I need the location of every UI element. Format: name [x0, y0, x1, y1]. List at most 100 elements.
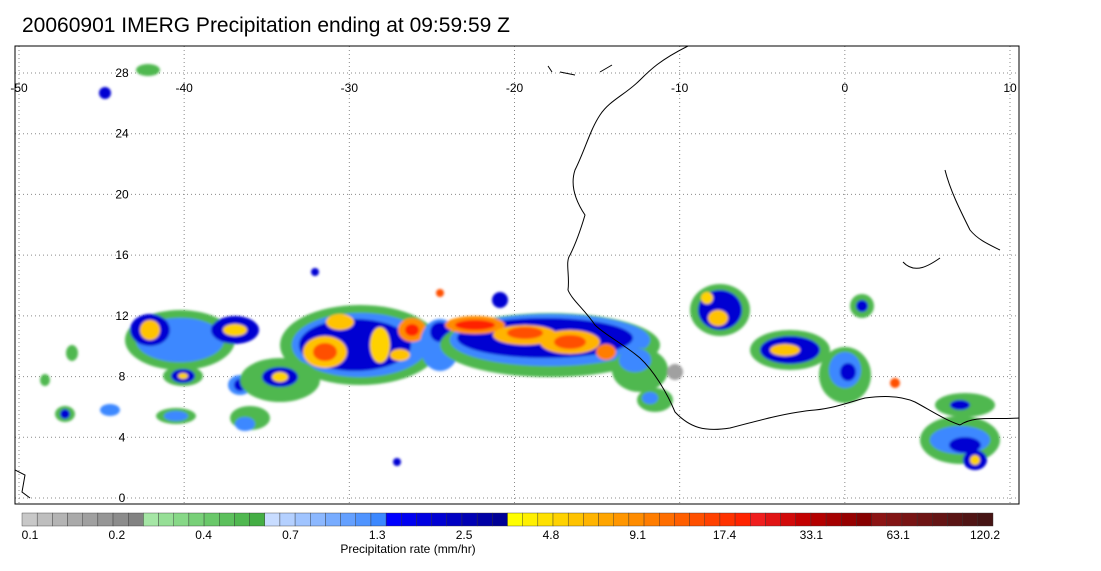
colorbar-swatch	[583, 512, 599, 527]
colorbar-swatch	[765, 512, 781, 527]
longitude-tick-label: -30	[341, 81, 359, 95]
colorbar-swatch	[598, 512, 614, 527]
colorbar-swatch	[219, 512, 235, 527]
longitude-tick-label: 0	[841, 81, 848, 95]
colorbar-swatch	[841, 512, 857, 527]
colorbar-swatch	[977, 512, 994, 527]
latitude-tick-label: 12	[115, 309, 129, 323]
colorbar-swatch	[294, 512, 311, 527]
colorbar-tick-label: 9.1	[629, 528, 647, 542]
colorbar-swatch	[704, 512, 721, 527]
colorbar-swatch	[446, 512, 463, 527]
colorbar-swatch	[567, 512, 584, 527]
colorbar-swatch	[385, 512, 402, 527]
colorbar-swatch	[871, 512, 887, 527]
colorbar-swatch	[128, 512, 144, 527]
colorbar-swatch	[431, 512, 448, 527]
colorbar-swatch	[67, 512, 83, 527]
latitude-tick-label: 16	[115, 248, 129, 262]
colorbar-swatch	[401, 512, 417, 527]
longitude-labels: -50 -40 -30 -20 -10 0 10	[10, 81, 1017, 95]
latitude-tick-label: 0	[119, 491, 126, 505]
latitude-tick-label: 4	[119, 430, 126, 444]
colorbar-tick-label: 0.4	[195, 528, 212, 542]
colorbar-swatch	[310, 512, 326, 527]
colorbar-swatch	[82, 512, 99, 527]
colorbar-swatch	[825, 512, 842, 527]
coastline	[15, 46, 1019, 499]
colorbar-swatch	[962, 512, 979, 527]
colorbar-swatch	[173, 512, 190, 527]
map-frame	[14, 45, 1020, 505]
colorbar-swatch	[734, 512, 751, 527]
colorbar-swatch	[492, 512, 508, 527]
longitude-tick-label: -20	[506, 81, 524, 95]
latitude-labels: 0 4 8 12 16 20 24 28	[115, 66, 129, 505]
rain-system-west	[55, 310, 270, 431]
colorbar-swatch	[916, 512, 933, 527]
colorbar-swatch	[416, 512, 432, 527]
colorbar-tick-label: 2.5	[455, 528, 473, 542]
colorbar-swatch	[810, 512, 827, 527]
map-title: 20060901 IMERG Precipitation ending at 0…	[22, 14, 510, 37]
colorbar-swatch	[522, 512, 539, 527]
colorbar-tick-label: 4.8	[542, 528, 560, 542]
colorbar-swatch	[112, 512, 129, 527]
colorbar-swatch	[325, 512, 341, 527]
colorbar-tick-label: 0.2	[108, 528, 126, 542]
colorbar-swatch	[750, 512, 766, 527]
colorbar-swatch	[537, 512, 554, 527]
colorbar-swatch	[279, 512, 296, 527]
latitude-tick-label: 28	[115, 66, 129, 80]
colorbar-swatch	[203, 512, 220, 527]
latitude-tick-label: 24	[115, 127, 129, 141]
colorbar-swatch	[659, 512, 675, 527]
colorbar-swatch	[355, 512, 372, 527]
longitude-tick-label: -10	[671, 81, 689, 95]
map-plot-area	[15, 46, 1019, 504]
colorbar-tick-label: 1.3	[368, 528, 386, 542]
colorbar-swatch	[143, 512, 159, 527]
rain-system-central	[240, 305, 460, 402]
rain-system-east-band	[440, 313, 683, 412]
colorbar-swatch	[36, 512, 53, 527]
colorbar	[21, 512, 994, 527]
colorbar-swatch	[613, 512, 630, 527]
colorbar-swatch	[643, 512, 660, 527]
colorbar-swatch	[689, 512, 705, 527]
colorbar-swatch	[780, 512, 796, 527]
colorbar-swatch	[947, 512, 963, 527]
colorbar-swatch	[719, 512, 736, 527]
colorbar-swatch	[97, 512, 114, 527]
colorbar-swatch	[552, 512, 569, 527]
colorbar-tick-label: 63.1	[886, 528, 910, 542]
longitude-tick-label: -40	[175, 81, 193, 95]
rain-scattered-cells	[40, 64, 508, 466]
colorbar-swatch	[461, 512, 478, 527]
colorbar-swatch	[340, 512, 356, 527]
colorbar-swatch	[21, 512, 38, 527]
longitude-tick-label: 10	[1003, 81, 1017, 95]
colorbar-swatch	[249, 512, 265, 527]
colorbar-tick-label: 17.4	[712, 528, 737, 542]
colorbar-tick-label: 120.2	[969, 528, 1001, 542]
colorbar-swatch	[158, 512, 174, 527]
colorbar-swatch	[795, 512, 812, 527]
colorbar-swatch	[476, 512, 493, 527]
colorbar-tick-label: 0.1	[21, 528, 39, 542]
colorbar-swatch	[52, 512, 68, 527]
latitude-tick-label: 8	[119, 370, 126, 384]
colorbar-swatch	[886, 512, 903, 527]
latitude-tick-label: 20	[115, 187, 129, 201]
colorbar-swatch	[901, 512, 918, 527]
colorbar-swatch	[932, 512, 948, 527]
rain-system-africa	[690, 284, 1000, 470]
colorbar-title: Precipitation rate (mm/hr)	[340, 542, 476, 556]
colorbar-swatch	[856, 512, 872, 527]
longitude-tick-label: -50	[10, 81, 28, 95]
precipitation-field	[40, 64, 1000, 470]
graticule	[15, 46, 1019, 504]
colorbar-tick-label: 33.1	[799, 528, 824, 542]
colorbar-swatch	[628, 512, 645, 527]
colorbar-swatch	[507, 512, 523, 527]
